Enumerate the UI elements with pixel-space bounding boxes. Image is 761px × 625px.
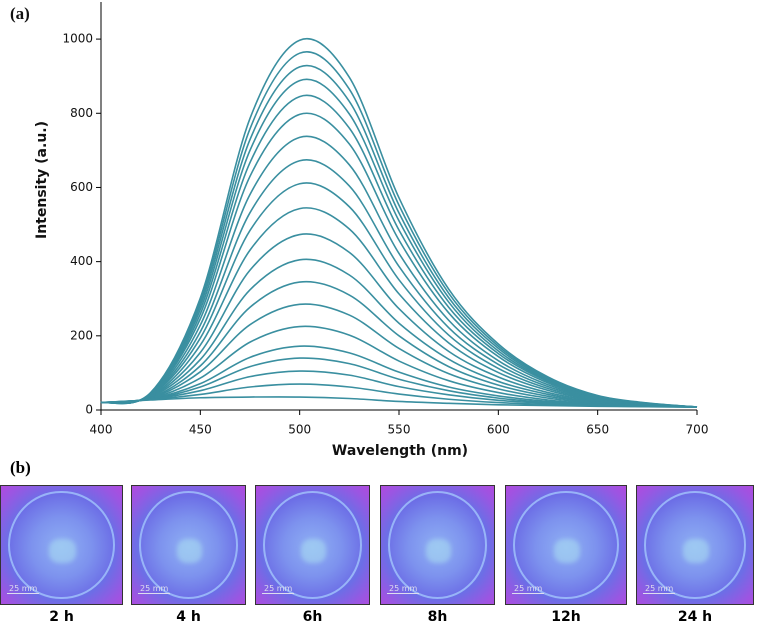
- x-tick-label: 600: [487, 423, 510, 437]
- scale-bar: 25 mm: [387, 584, 420, 594]
- plate-photo: 25 mm: [380, 485, 495, 605]
- y-tick-label: 1000: [62, 32, 93, 46]
- y-axis-label: Intensity (a.u.): [34, 121, 50, 239]
- spectrum-line: [100, 38, 698, 408]
- petri-dish: [643, 490, 747, 600]
- fluorescent-spot: [49, 539, 76, 563]
- plate-photo: 25 mm: [255, 485, 370, 605]
- time-label: 2 h: [49, 609, 74, 625]
- petri-dish: [513, 490, 619, 600]
- x-tick-label: 700: [686, 423, 709, 437]
- fluorescent-spot: [683, 539, 709, 563]
- x-tick-label: 550: [388, 423, 411, 437]
- fluorescent-spot: [554, 539, 581, 563]
- plate-photo: 25 mm: [505, 485, 627, 605]
- time-label: 24 h: [677, 609, 713, 625]
- plate-photo: 25 mm: [131, 485, 246, 605]
- spectrum-line: [100, 396, 698, 408]
- spectrum-line: [100, 303, 698, 408]
- petri-dish: [262, 490, 363, 600]
- y-tick-label: 200: [70, 328, 93, 342]
- scale-bar: 25 mm: [643, 584, 676, 594]
- time-label: 8h: [427, 609, 448, 625]
- scale-bar: 25 mm: [262, 584, 295, 594]
- x-tick-label: 650: [586, 423, 609, 437]
- time-label: 4 h: [176, 609, 201, 625]
- x-tick-label: 400: [90, 423, 113, 437]
- petri-dish: [387, 490, 488, 600]
- y-tick-label: 600: [70, 180, 93, 194]
- scale-bar: 25 mm: [7, 584, 40, 594]
- fluorescent-spot: [426, 539, 452, 563]
- spectrum-line: [100, 207, 698, 408]
- petri-dish: [8, 490, 115, 600]
- time-label: 6h: [302, 609, 323, 625]
- scale-bar: 25 mm: [512, 584, 545, 594]
- chart: (a) Intensity (a.u.) Wavelength (nm) 0 20…: [10, 2, 709, 459]
- y-tick-label: 400: [70, 254, 93, 268]
- scale-bar: 25 mm: [138, 584, 171, 594]
- y-tick-label: 800: [70, 106, 93, 120]
- plate-photo: 25 mm: [636, 485, 754, 605]
- fluorescent-spot: [177, 539, 203, 563]
- panel-label: (a): [10, 4, 30, 23]
- time-label: 12h: [551, 609, 581, 625]
- spectrum-line: [100, 233, 698, 408]
- spectrum-line: [100, 112, 698, 408]
- y-tick-label: 0: [85, 403, 93, 417]
- x-tick-label: 450: [189, 423, 212, 437]
- spectrum-line: [100, 94, 698, 408]
- spectrum-line: [100, 64, 698, 408]
- petri-dish: [138, 490, 239, 600]
- x-axis-label: Wavelength (nm): [332, 443, 468, 459]
- plate-photo: 25 mm: [0, 485, 123, 605]
- spectrum-line: [100, 135, 698, 408]
- panel-label: (b): [10, 458, 31, 477]
- x-tick-label: 500: [288, 423, 311, 437]
- fluorescent-spot: [301, 539, 327, 563]
